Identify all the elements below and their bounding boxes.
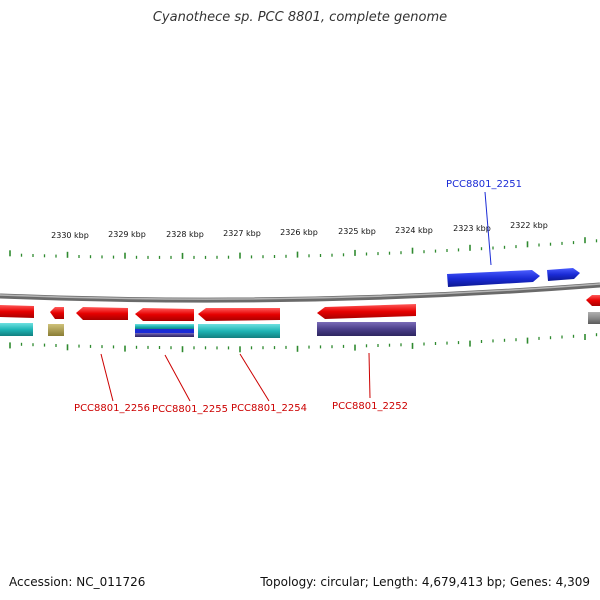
scale-labels: 2330 kbp 2329 kbp 2328 kbp 2327 kbp 2326… xyxy=(51,221,548,240)
gene-PCC8801_2255-body xyxy=(135,308,194,321)
scale-label: 2324 kbp xyxy=(395,226,433,235)
gene-small xyxy=(50,307,64,319)
feature-track xyxy=(0,312,600,338)
gene-label-PCC8801_2251[interactable]: PCC8801_2251 xyxy=(446,179,522,190)
scale-label: 2327 kbp xyxy=(223,229,261,238)
gene-label-PCC8801_2254[interactable]: PCC8801_2254 xyxy=(231,403,307,414)
gene-PCC8801_2252-body xyxy=(317,304,416,319)
gene-PCC8801_2251[interactable] xyxy=(447,268,580,287)
gene-label-PCC8801_2256[interactable]: PCC8801_2256 xyxy=(74,403,150,414)
gene-fragment-right xyxy=(586,295,600,306)
reverse-genes xyxy=(0,295,600,321)
scale-ticks-top xyxy=(9,237,598,259)
topology-text: Topology: circular; Length: 4,679,413 bp… xyxy=(260,575,590,589)
scale-label: 2330 kbp xyxy=(51,231,89,240)
genome-backbone xyxy=(0,282,600,303)
map-title: Cyanothece sp. PCC 8801, complete genome xyxy=(152,10,448,25)
gene-fragment-left xyxy=(0,305,34,318)
scale-label: 2328 kbp xyxy=(166,230,204,239)
gene-label-PCC8801_2252[interactable]: PCC8801_2252 xyxy=(332,401,408,412)
gene-PCC8801_2256-body xyxy=(76,307,128,320)
gene-PCC8801_2254-body xyxy=(198,308,280,321)
scale-label: 2322 kbp xyxy=(510,221,548,230)
scale-label: 2326 kbp xyxy=(280,228,318,237)
accession-text: Accession: NC_011726 xyxy=(9,575,146,589)
scale-label: 2329 kbp xyxy=(108,230,146,239)
gene-label-leaders xyxy=(100,191,492,402)
scale-label: 2325 kbp xyxy=(338,227,376,236)
gene-label-PCC8801_2255[interactable]: PCC8801_2255 xyxy=(152,404,228,415)
scale-ticks-bottom xyxy=(9,333,598,353)
scale-label: 2323 kbp xyxy=(453,224,491,233)
